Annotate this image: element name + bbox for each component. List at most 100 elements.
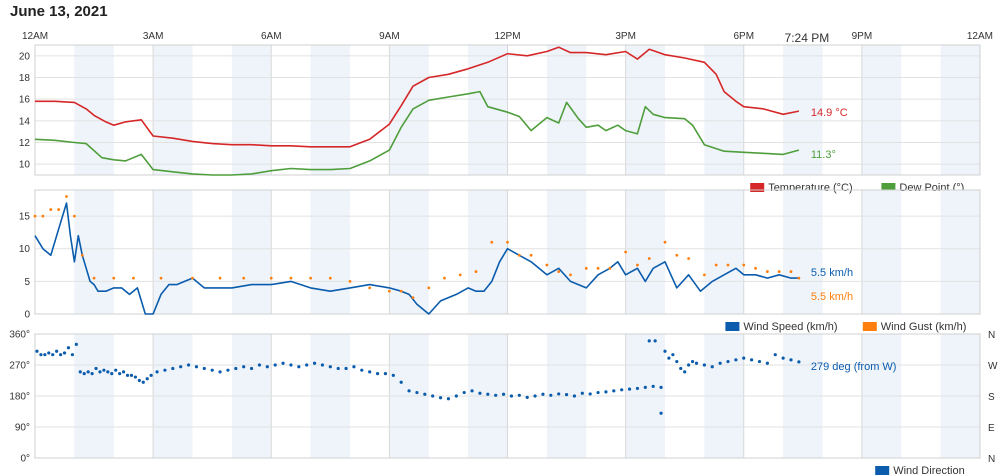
data-point <box>714 263 718 267</box>
hour-band <box>74 45 114 175</box>
data-point <box>647 339 651 343</box>
data-point <box>506 240 509 244</box>
hour-band <box>861 45 902 175</box>
panel-border <box>34 44 981 176</box>
data-point <box>486 392 490 396</box>
hour-band <box>389 190 429 314</box>
hour-band <box>231 190 272 314</box>
series-end-label: 279 deg (from W) <box>811 361 897 373</box>
data-point <box>517 253 521 257</box>
data-point <box>312 361 317 365</box>
data-point <box>80 253 84 257</box>
data-point <box>39 353 43 357</box>
data-point <box>86 370 90 374</box>
y-tick-label: 0 <box>24 310 30 321</box>
hour-band <box>468 190 508 314</box>
data-point <box>72 214 76 218</box>
data-point <box>620 388 624 392</box>
data-point <box>47 351 51 355</box>
data-point <box>82 372 86 376</box>
hour-band <box>783 190 823 314</box>
data-point <box>194 365 199 369</box>
data-point <box>702 273 706 277</box>
data-point <box>78 370 82 374</box>
data-point <box>754 266 757 270</box>
data-point <box>474 270 478 273</box>
legend-swatch <box>875 466 890 475</box>
right-tick-label: N <box>988 454 995 465</box>
data-point <box>529 253 533 257</box>
legend-label: Wind Speed (km/h) <box>743 321 837 333</box>
data-point <box>110 372 114 376</box>
data-point <box>118 372 122 376</box>
data-point <box>726 263 730 267</box>
data-point <box>651 384 655 388</box>
data-point <box>269 276 273 280</box>
data-point <box>49 208 53 211</box>
data-point <box>687 257 691 260</box>
data-point <box>257 363 262 367</box>
right-tick-label: W <box>988 361 998 372</box>
data-point <box>675 253 679 257</box>
data-point <box>35 349 39 353</box>
data-point <box>517 393 521 397</box>
hour-band <box>153 190 193 314</box>
data-point <box>675 359 679 364</box>
data-point <box>478 391 482 395</box>
data-point <box>121 370 126 374</box>
data-point <box>137 378 141 383</box>
data-point <box>171 366 175 371</box>
hour-band <box>940 45 980 175</box>
data-point <box>431 394 435 398</box>
data-point <box>242 276 246 280</box>
data-point <box>797 360 801 364</box>
hour-band <box>389 45 429 175</box>
data-point <box>133 375 138 379</box>
data-point <box>557 270 561 273</box>
series-end-label: 5.5 km/h <box>811 291 853 303</box>
data-point <box>336 366 340 371</box>
data-point <box>102 368 106 372</box>
data-point <box>391 373 395 377</box>
data-point <box>541 392 545 396</box>
data-point <box>309 276 313 280</box>
data-point <box>141 380 145 384</box>
data-point <box>159 276 163 280</box>
data-point <box>636 263 639 267</box>
data-point <box>446 397 451 401</box>
data-point <box>438 396 443 400</box>
data-point <box>90 372 94 376</box>
hour-band <box>625 45 665 175</box>
data-point <box>383 372 388 376</box>
data-point <box>765 361 769 365</box>
data-point <box>305 363 309 367</box>
hour-band <box>153 45 193 175</box>
data-point <box>273 363 277 367</box>
data-point <box>320 363 325 367</box>
page-title: June 13, 2021 <box>10 3 108 20</box>
data-point <box>490 240 494 244</box>
data-point <box>494 393 498 397</box>
legend-swatch <box>725 322 740 331</box>
data-point <box>348 279 352 283</box>
data-point <box>624 250 628 254</box>
data-point <box>352 365 356 369</box>
data-point <box>757 359 762 364</box>
data-point <box>218 276 222 280</box>
y-tick-label: 90° <box>15 423 30 434</box>
data-point <box>679 366 683 371</box>
data-point <box>297 365 301 369</box>
data-point <box>667 356 671 360</box>
y-tick-label: 20 <box>19 51 31 62</box>
series-end-label: 11.3° <box>811 149 836 161</box>
y-tick-label: 14 <box>19 116 31 127</box>
data-point <box>687 363 691 367</box>
data-point <box>129 373 134 377</box>
x-tick-label: 12AM <box>22 31 48 42</box>
data-point <box>718 361 722 365</box>
legend-label: Wind Direction <box>893 465 965 476</box>
data-point <box>608 266 612 270</box>
hour-band <box>704 45 744 175</box>
data-point <box>458 273 462 277</box>
data-point <box>596 390 600 395</box>
